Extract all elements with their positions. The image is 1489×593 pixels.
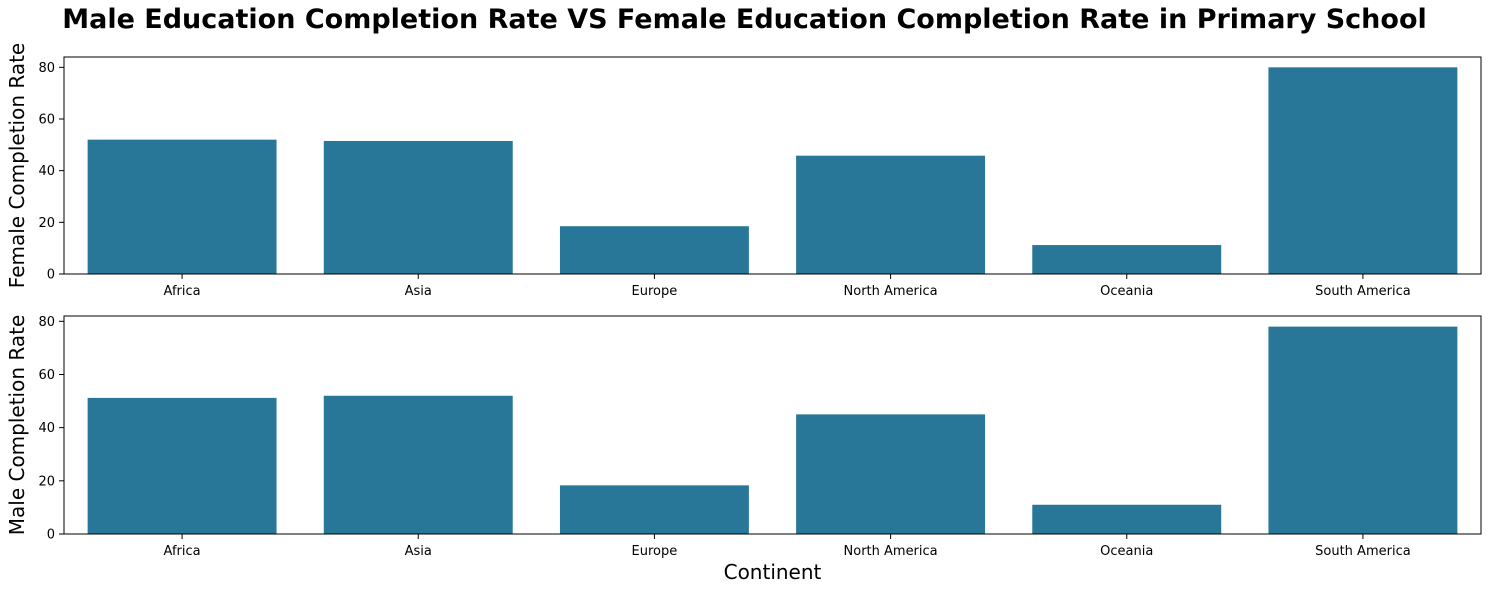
chart-title: Male Education Completion Rate VS Female… <box>62 4 1427 35</box>
y-tick-label: 20 <box>38 474 55 489</box>
bar-oceania <box>1032 245 1222 274</box>
x-tick-label: North America <box>844 284 938 299</box>
y-tick-label: 40 <box>38 164 55 179</box>
y-axis-label: Female Completion Rate <box>5 43 29 288</box>
x-tick-label: South America <box>1315 544 1411 559</box>
bar-africa <box>87 139 277 274</box>
bar-north-america <box>796 155 986 274</box>
y-tick-label: 80 <box>38 315 55 330</box>
x-tick-label: Asia <box>405 544 432 559</box>
x-axis-label: Continent <box>724 560 822 584</box>
x-tick-label: Oceania <box>1100 544 1153 559</box>
x-tick-label: South America <box>1315 284 1411 299</box>
x-tick-label: Africa <box>164 284 201 299</box>
y-tick-label: 40 <box>38 421 55 436</box>
y-tick-label: 60 <box>38 113 55 128</box>
x-tick-label: Europe <box>632 544 678 559</box>
bar-europe <box>559 226 749 274</box>
x-tick-label: North America <box>844 544 938 559</box>
x-tick-label: Asia <box>405 284 432 299</box>
x-tick-label: Africa <box>164 544 201 559</box>
bar-africa <box>87 397 277 534</box>
bar-europe <box>559 485 749 534</box>
y-axis-label: Male Completion Rate <box>5 315 29 536</box>
bar-asia <box>323 395 513 534</box>
bar-north-america <box>796 414 986 534</box>
panel-2: Africa Asia Europe North America Oceania Sout… <box>5 315 1482 584</box>
y-tick-label: 20 <box>38 216 55 231</box>
y-tick-label: 80 <box>38 61 55 76</box>
y-tick-label: 60 <box>38 368 55 383</box>
bar-asia <box>323 140 513 274</box>
y-tick-label: 0 <box>47 528 55 543</box>
bar-oceania <box>1032 504 1222 534</box>
x-tick-label: Europe <box>632 284 678 299</box>
panel-1: Africa Asia Europe North America Oceania Sout… <box>5 43 1482 299</box>
x-tick-label: Oceania <box>1100 284 1153 299</box>
y-tick-label: 0 <box>47 268 55 283</box>
bar-south-america <box>1268 326 1458 534</box>
bar-south-america <box>1268 67 1458 274</box>
plot-frame <box>63 315 1482 535</box>
plot-frame <box>63 56 1482 275</box>
